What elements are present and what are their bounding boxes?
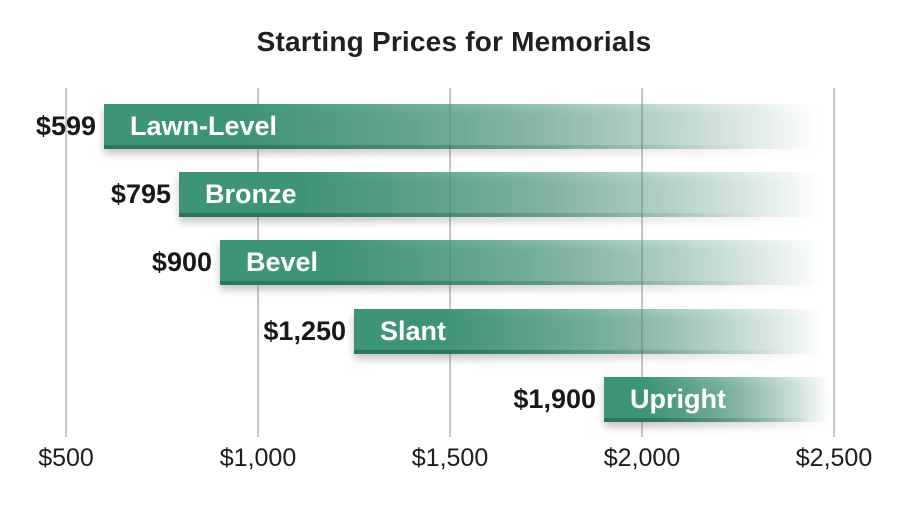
bar-category-label: Upright <box>630 384 726 414</box>
bar-category-label: Bronze <box>205 179 297 209</box>
bar-value-label: $1,250 <box>263 316 346 346</box>
bar-value-label: $1,900 <box>513 384 596 414</box>
bar: Lawn-Level <box>104 104 834 149</box>
bar: Bronze <box>179 172 834 217</box>
bar-value-label: $900 <box>151 247 212 277</box>
x-axis-tick-label: $1,000 <box>219 444 297 472</box>
chart-title: Starting Prices for Memorials <box>256 26 652 57</box>
bar-category-label: Slant <box>380 316 447 346</box>
bar-value-label: $795 <box>110 179 171 209</box>
x-axis-tick-label: $1,500 <box>411 444 489 472</box>
gridline <box>833 88 835 437</box>
x-axis-tick-label: $500 <box>38 444 94 472</box>
bar: Upright <box>604 377 834 422</box>
gridline <box>65 88 67 437</box>
bar-category-label: Bevel <box>246 247 319 277</box>
bar: Bevel <box>220 240 834 285</box>
bar-category-label: Lawn-Level <box>130 111 278 141</box>
bar-value-label: $599 <box>35 111 96 141</box>
x-axis-tick-label: $2,500 <box>795 444 873 472</box>
x-axis-tick-label: $2,000 <box>603 444 681 472</box>
bar: Slant <box>354 309 834 354</box>
